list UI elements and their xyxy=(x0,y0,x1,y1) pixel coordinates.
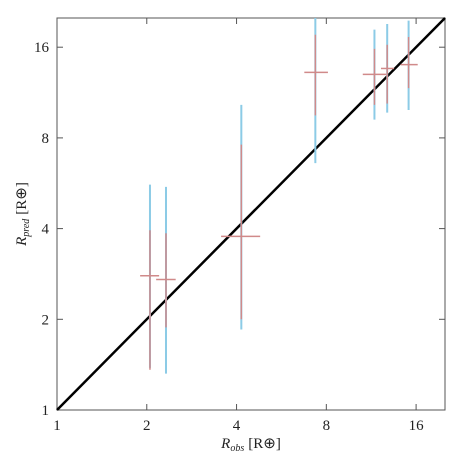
x-label-unit: [R⊕] xyxy=(248,436,281,452)
y-tick-label: 2 xyxy=(42,312,50,328)
x-label-symbol: R xyxy=(220,436,230,452)
x-tick-label: 2 xyxy=(143,418,151,434)
plot-frame xyxy=(56,17,446,411)
y-axis-label: Rpred [R⊕] xyxy=(14,182,32,247)
x-axis-label: Robs [R⊕] xyxy=(220,436,281,454)
y-tick-label: 1 xyxy=(42,403,50,419)
y-tick-label: 8 xyxy=(42,131,50,147)
x-tick-label: 16 xyxy=(409,418,425,434)
y-label-symbol: R xyxy=(14,237,30,247)
x-tick-label: 1 xyxy=(53,418,61,434)
y-label-subscript: pred xyxy=(21,218,32,238)
y-label-unit: [R⊕] xyxy=(14,182,30,215)
y-tick-label: 4 xyxy=(42,222,50,238)
x-tick-label: 8 xyxy=(323,418,331,434)
y-tick-label: 16 xyxy=(34,40,50,56)
identity-line xyxy=(56,17,446,411)
x-label-subscript: obs xyxy=(230,443,244,454)
x-tick-label: 4 xyxy=(233,418,241,434)
